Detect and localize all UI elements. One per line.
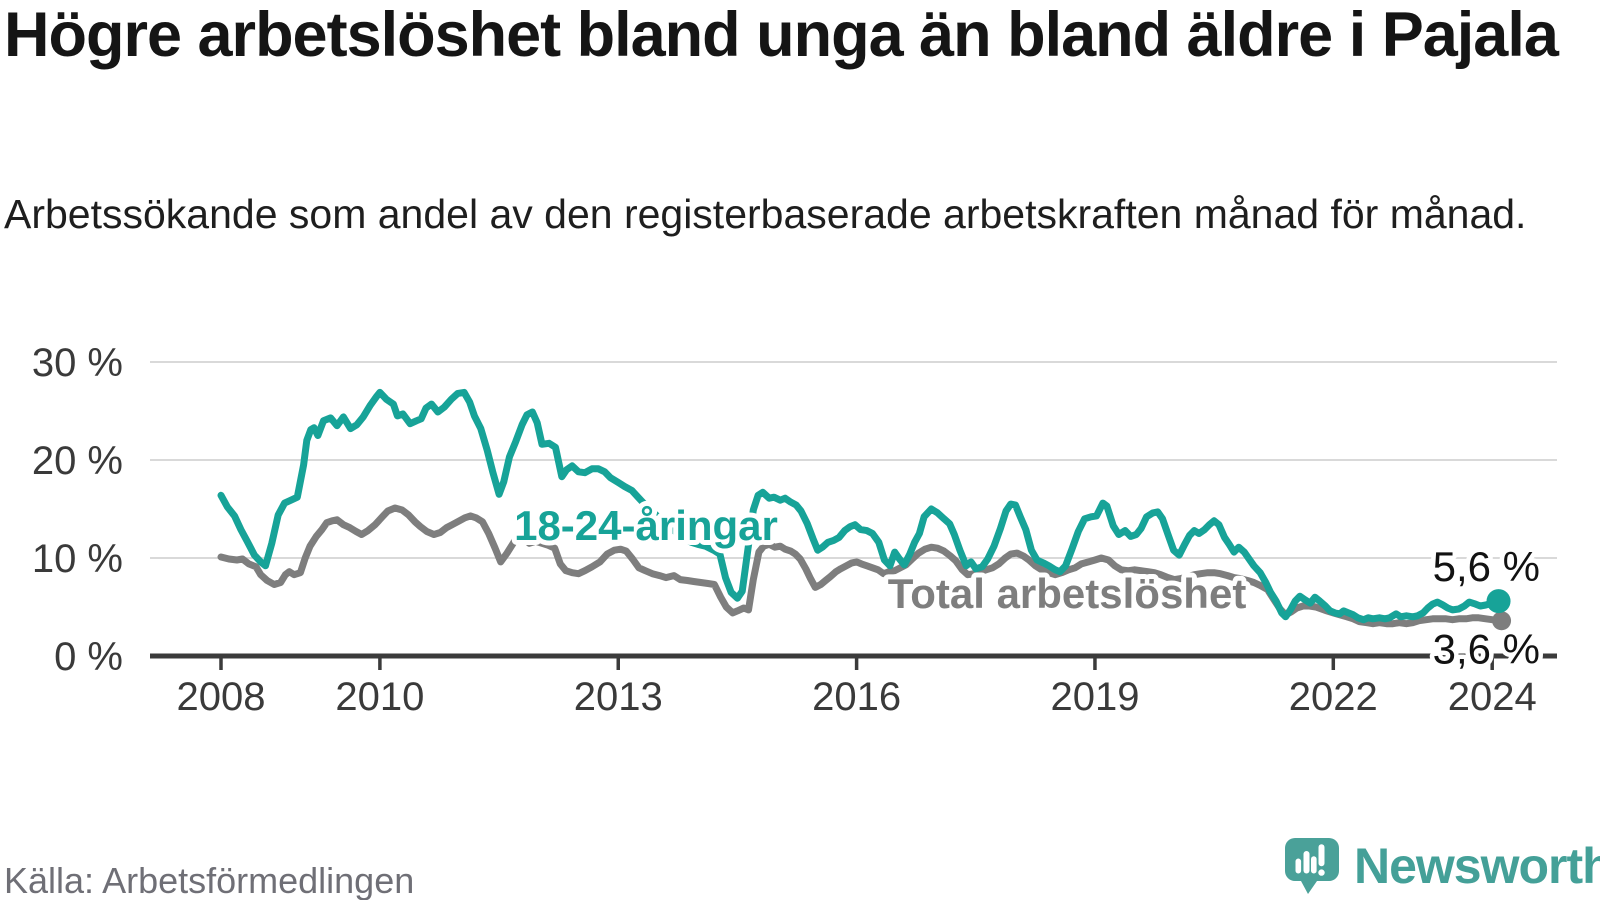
newsworthy-logo: Newsworthy <box>1284 835 1600 897</box>
y-tick-label: 30 % <box>32 341 123 385</box>
series-label-total: Total arbetslöshet <box>888 570 1247 617</box>
newsworthy-logo-icon <box>1285 838 1339 894</box>
page-title: Högre arbetslöshet bland unga än bland ä… <box>4 0 1559 70</box>
source-note: Källa: Arbetsförmedlingen <box>4 860 415 900</box>
x-tick-label: 2016 <box>812 675 901 719</box>
y-tick-label: 20 % <box>32 439 123 483</box>
logo-bar-1 <box>1295 858 1302 874</box>
line-chart: 0 % 10 % 20 % 30 % 2008 2010 2013 2016 2019 2022 2… <box>32 341 1557 719</box>
logo-bar-2 <box>1303 851 1310 874</box>
series-label-youth: 18-24-åringar <box>514 502 778 549</box>
logo-exclamation-bar <box>1318 844 1325 867</box>
logo-exclamation-dot <box>1318 869 1325 876</box>
end-value-label-total: 3,6 % <box>1433 626 1540 673</box>
logo-bar-3 <box>1311 856 1317 874</box>
chart-subtitle: Arbetssökande som andel av den registerb… <box>4 191 1527 237</box>
y-tick-label: 10 % <box>32 537 123 581</box>
end-dot-total <box>1492 611 1512 631</box>
newsworthy-brand-text: Newsworthy <box>1354 838 1600 894</box>
x-tick-label: 2008 <box>177 675 266 719</box>
x-tick-label: 2010 <box>335 675 424 719</box>
x-tick-label: 2022 <box>1289 675 1378 719</box>
end-dot-youth <box>1486 589 1511 614</box>
x-tick-label: 2024 <box>1448 675 1537 719</box>
series-line-youth <box>217 388 1503 624</box>
end-value-label-youth: 5,6 % <box>1433 543 1540 590</box>
x-tick-label: 2013 <box>574 675 663 719</box>
x-tick-label: 2019 <box>1050 675 1139 719</box>
y-tick-label: 0 % <box>54 635 123 679</box>
